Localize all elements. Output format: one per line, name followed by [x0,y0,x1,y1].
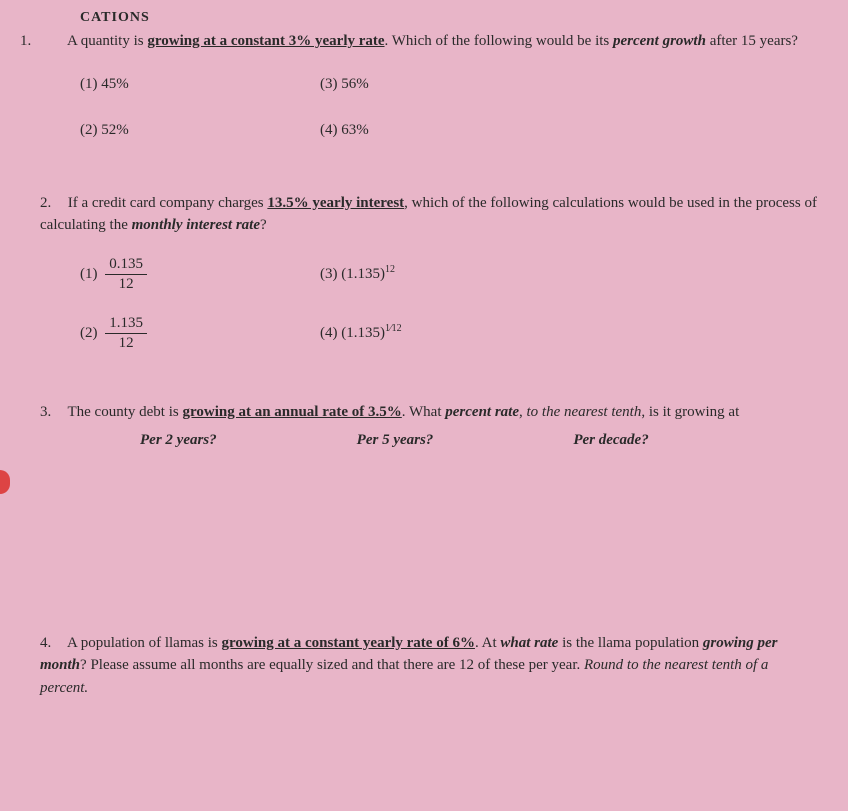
header-partial: CATIONS [80,10,818,26]
q4-post2: is the llama population [558,635,703,651]
q3-emph1: percent rate [445,404,519,420]
q2-emph: monthly interest rate [132,217,260,233]
q1-choice-3: (3) 56% [320,73,540,96]
q1-emph: percent growth [613,33,706,49]
q2-c1-den: 12 [105,275,147,292]
q2-c4-base: (1.135) [341,325,385,341]
q2-choice-2: (2) 1.135 12 [80,316,300,351]
q3-underline: growing at an annual rate of 3.5% [182,404,401,420]
question-2: 2. If a credit card company charges 13.5… [40,192,818,351]
q3-periods: Per 2 years? Per 5 years? Per decade? [140,429,818,452]
q2-choice-3: (3) (1.135)12 [320,262,540,286]
fraction-icon: 0.135 12 [105,257,147,292]
q3-pre: The county debt is [67,404,182,420]
q2-choice-1: (1) 0.135 12 [80,257,300,292]
q3-post1: . What [402,404,445,420]
q1-choices: (1) 45% (3) 56% (2) 52% (4) 63% [80,73,818,142]
q2-c1-label: (1) [80,265,98,281]
q4-pre: A population of llamas is [67,635,222,651]
q1-underline: growing at a constant 3% yearly rate [147,33,384,49]
question-4: 4. A population of llamas is growing at … [40,632,818,700]
q2-c4-label: (4) [320,325,338,341]
q1-post1: . Which of the following would be its [385,33,613,49]
q2-stem: 2. If a credit card company charges 13.5… [40,192,818,237]
q1-post2: after 15 years? [706,33,798,49]
q2-c3-num: 1.135 [105,316,147,334]
q2-c2-exp: 12 [385,264,395,275]
q1-choice-4: (4) 63% [320,119,540,142]
q2-c3-den: 12 [105,334,147,351]
q2-c2-base: (1.135) [341,266,385,282]
q3-number: 3. [40,401,64,424]
fraction-icon: 1.135 12 [105,316,147,351]
q3-period-decade: Per decade? [573,429,648,452]
q2-number: 2. [40,192,64,215]
q1-number: 1. [40,30,64,53]
q3-period-5years: Per 5 years? [357,429,434,452]
q2-pre: If a credit card company charges [68,195,268,211]
q3-post3: , is it growing at [641,404,739,420]
q1-pre: A quantity is [67,33,147,49]
question-3: 3. The county debt is growing at an annu… [40,401,818,452]
q2-c1-num: 0.135 [105,257,147,275]
q4-post3: ? Please assume all months are equally s… [80,657,584,673]
q4-underline: growing at a constant yearly rate of 6% [222,635,475,651]
q4-post1: . At [475,635,500,651]
q3-stem: 3. The county debt is growing at an annu… [40,401,818,424]
q4-number: 4. [40,632,64,655]
q3-period-2years: Per 2 years? [140,429,217,452]
q1-choice-1: (1) 45% [80,73,300,96]
q1-stem: 1. A quantity is growing at a constant 3… [40,30,818,53]
q4-emph1: what rate [500,635,558,651]
q2-choice-4: (4) (1.135)1⁄12 [320,321,540,345]
q1-choice-2: (2) 52% [80,119,300,142]
page-marker [0,470,10,494]
q4-stem: 4. A population of llamas is growing at … [40,632,818,700]
q3-emph2: to the nearest tenth [527,404,642,420]
q2-choices: (1) 0.135 12 (3) (1.135)12 (2) 1.135 12 … [80,257,818,351]
q2-c3-label: (2) [80,324,98,340]
q2-underline: 13.5% yearly interest [267,195,404,211]
q2-post2: ? [260,217,267,233]
q2-c4-exp: 1⁄12 [385,323,402,334]
q3-post2: , [519,404,527,420]
question-1: 1. A quantity is growing at a constant 3… [40,30,818,142]
q2-c2-label: (3) [320,266,338,282]
